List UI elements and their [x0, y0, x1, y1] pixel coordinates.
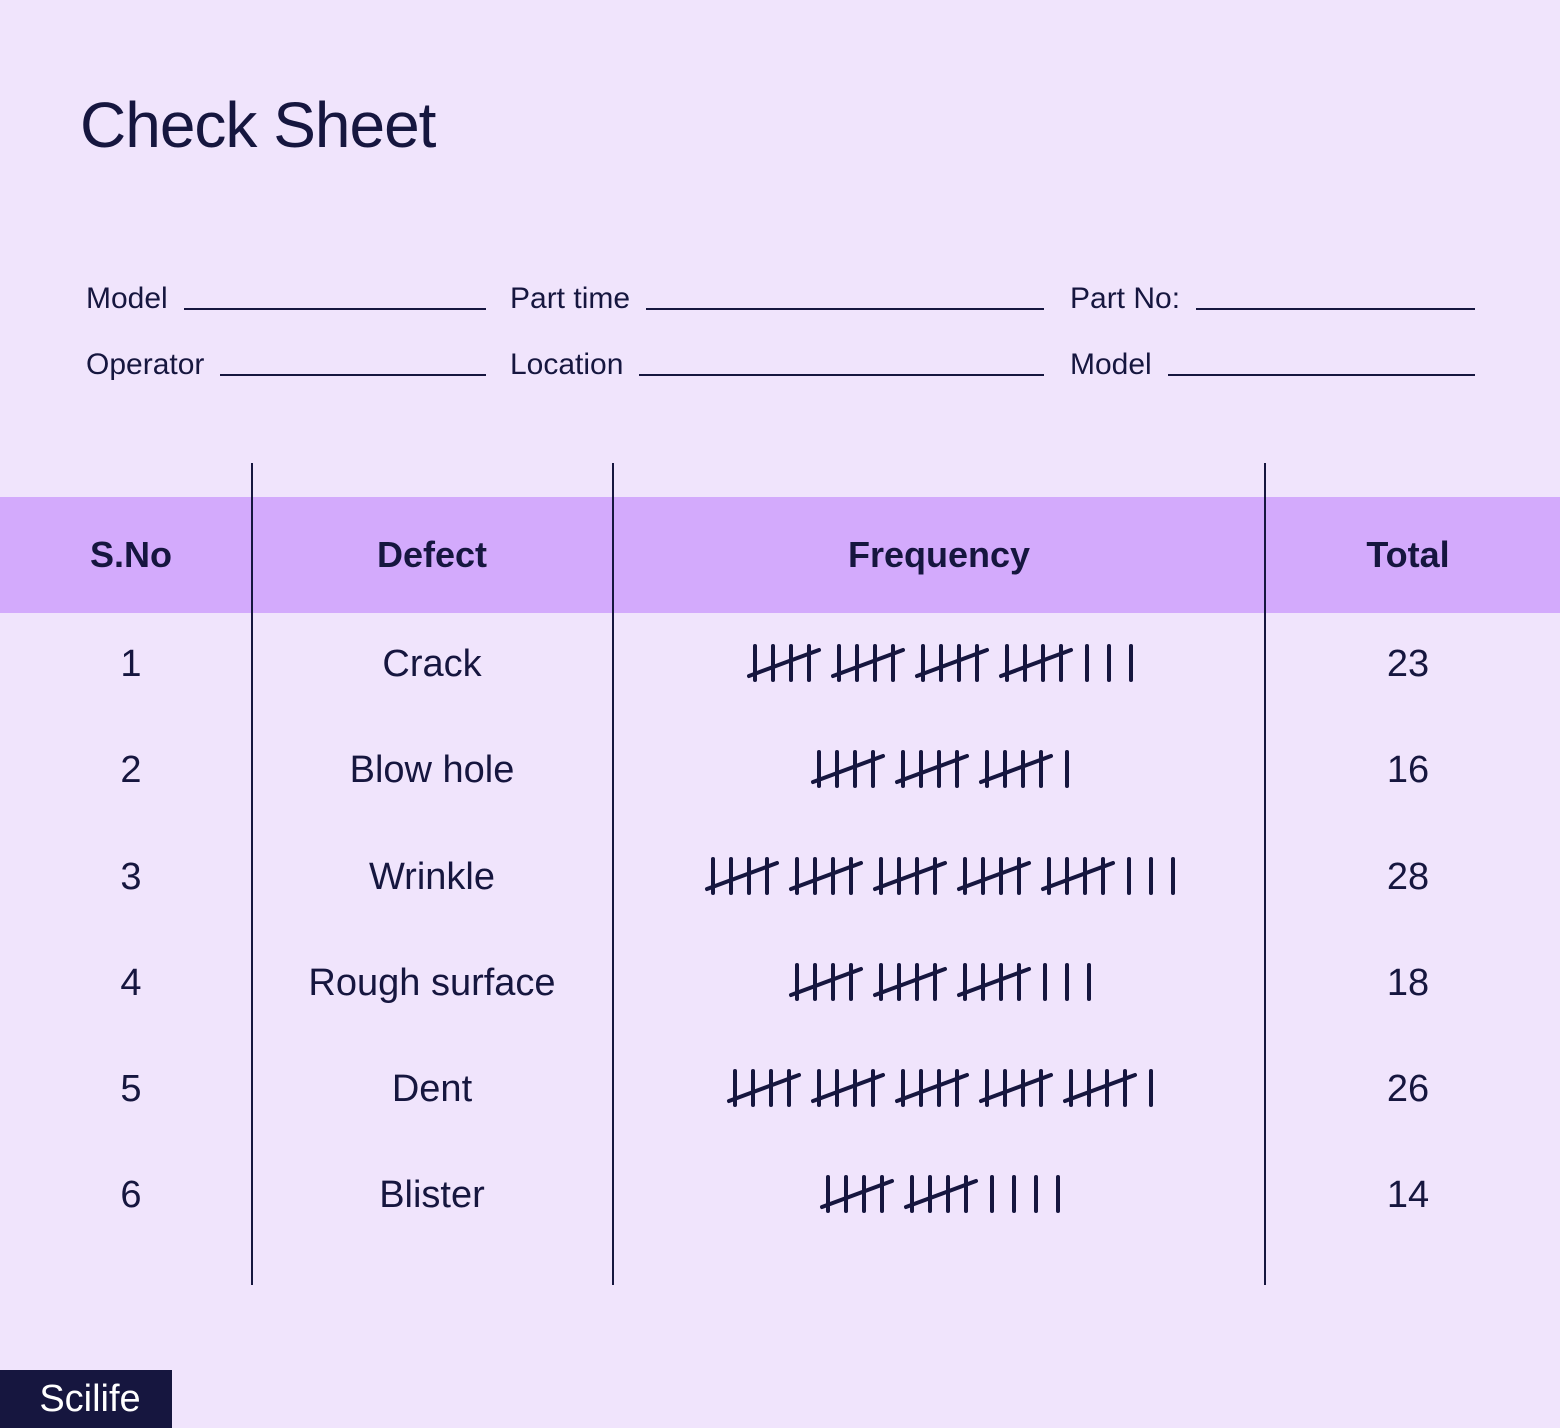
- location-line: [639, 374, 1044, 376]
- row-defect: Wrinkle: [369, 855, 495, 898]
- tally-icon: [789, 963, 1091, 1001]
- row-sno: 5: [120, 1067, 142, 1110]
- tally-stroke: [727, 1073, 801, 1103]
- tally-icon: [811, 750, 1069, 788]
- row-total: 16: [1386, 748, 1430, 791]
- row-sno: 4: [120, 961, 142, 1004]
- tally-stroke: [979, 1073, 1053, 1103]
- row-sno: 3: [120, 855, 142, 898]
- row-total: 28: [1386, 855, 1430, 898]
- model-label: Model: [86, 282, 168, 315]
- tally-stroke: [979, 754, 1053, 784]
- tally-stroke: [705, 861, 779, 891]
- row-total: 14: [1386, 1173, 1430, 1216]
- row-tally-marks: [614, 842, 1264, 912]
- row-sno: 1: [120, 642, 142, 685]
- row-defect: Dent: [391, 1067, 473, 1110]
- tally-stroke: [904, 1179, 978, 1209]
- tally-stroke: [957, 861, 1031, 891]
- model-field-2[interactable]: Model: [1070, 338, 1475, 382]
- tally-stroke: [811, 1073, 885, 1103]
- row-defect: Blister: [379, 1173, 485, 1216]
- tally-stroke: [811, 754, 885, 784]
- header-total: Total: [1366, 534, 1450, 575]
- tally-stroke: [895, 1073, 969, 1103]
- row-total: 26: [1386, 1067, 1430, 1110]
- header-frequency: Frequency: [847, 534, 1031, 575]
- row-tally-marks: [614, 1054, 1264, 1124]
- row-tally-marks: [614, 735, 1264, 805]
- tally-icon: [820, 1175, 1060, 1213]
- tally-stroke: [1063, 1073, 1137, 1103]
- location-label: Location: [510, 348, 624, 381]
- row-sno: 2: [120, 748, 142, 791]
- model-line-2: [1167, 374, 1475, 376]
- header-sno: S.No: [89, 534, 172, 575]
- part-time-field[interactable]: Part time: [510, 272, 1044, 316]
- row-defect: Rough surface: [308, 961, 556, 1004]
- model-field[interactable]: Model: [86, 272, 486, 316]
- tally-stroke: [747, 648, 821, 678]
- tally-stroke: [873, 861, 947, 891]
- row-defect: Crack: [382, 642, 482, 685]
- part-no-field[interactable]: Part No:: [1070, 272, 1475, 316]
- tally-stroke: [789, 967, 863, 997]
- tally-stroke: [789, 861, 863, 891]
- tally-stroke: [957, 967, 1031, 997]
- row-defect: Blow hole: [349, 748, 515, 791]
- part-no-line: [1196, 308, 1475, 310]
- tally-stroke: [820, 1179, 894, 1209]
- part-time-label: Part time: [510, 282, 631, 315]
- model-line: [183, 308, 486, 310]
- tally-stroke: [873, 967, 947, 997]
- column-divider: [612, 463, 614, 1285]
- part-no-label: Part No:: [1070, 282, 1181, 315]
- tally-icon: [747, 644, 1133, 682]
- row-sno: 6: [120, 1173, 142, 1216]
- column-divider: [1264, 463, 1266, 1285]
- location-field[interactable]: Location: [510, 338, 1044, 382]
- tally-stroke: [895, 754, 969, 784]
- tally-stroke: [1041, 861, 1115, 891]
- page-title: Check Sheet: [80, 89, 436, 161]
- tally-stroke: [999, 648, 1073, 678]
- row-tally-marks: [614, 1160, 1264, 1230]
- model-label-2: Model: [1070, 348, 1152, 381]
- row-total: 18: [1386, 961, 1430, 1004]
- operator-line: [220, 374, 486, 376]
- part-time-line: [646, 308, 1044, 310]
- tally-icon: [705, 857, 1175, 895]
- tally-stroke: [915, 648, 989, 678]
- column-divider: [251, 463, 253, 1285]
- row-tally-marks: [614, 948, 1264, 1018]
- scilife-logo: Scilife: [0, 1370, 172, 1428]
- table-header-band: [0, 497, 1560, 613]
- tally-icon: [727, 1069, 1153, 1107]
- tally-stroke: [831, 648, 905, 678]
- header-defect: Defect: [376, 534, 488, 575]
- operator-label: Operator: [86, 348, 205, 381]
- row-total: 23: [1386, 642, 1430, 685]
- row-tally-marks: [614, 629, 1264, 699]
- operator-field[interactable]: Operator: [86, 338, 486, 382]
